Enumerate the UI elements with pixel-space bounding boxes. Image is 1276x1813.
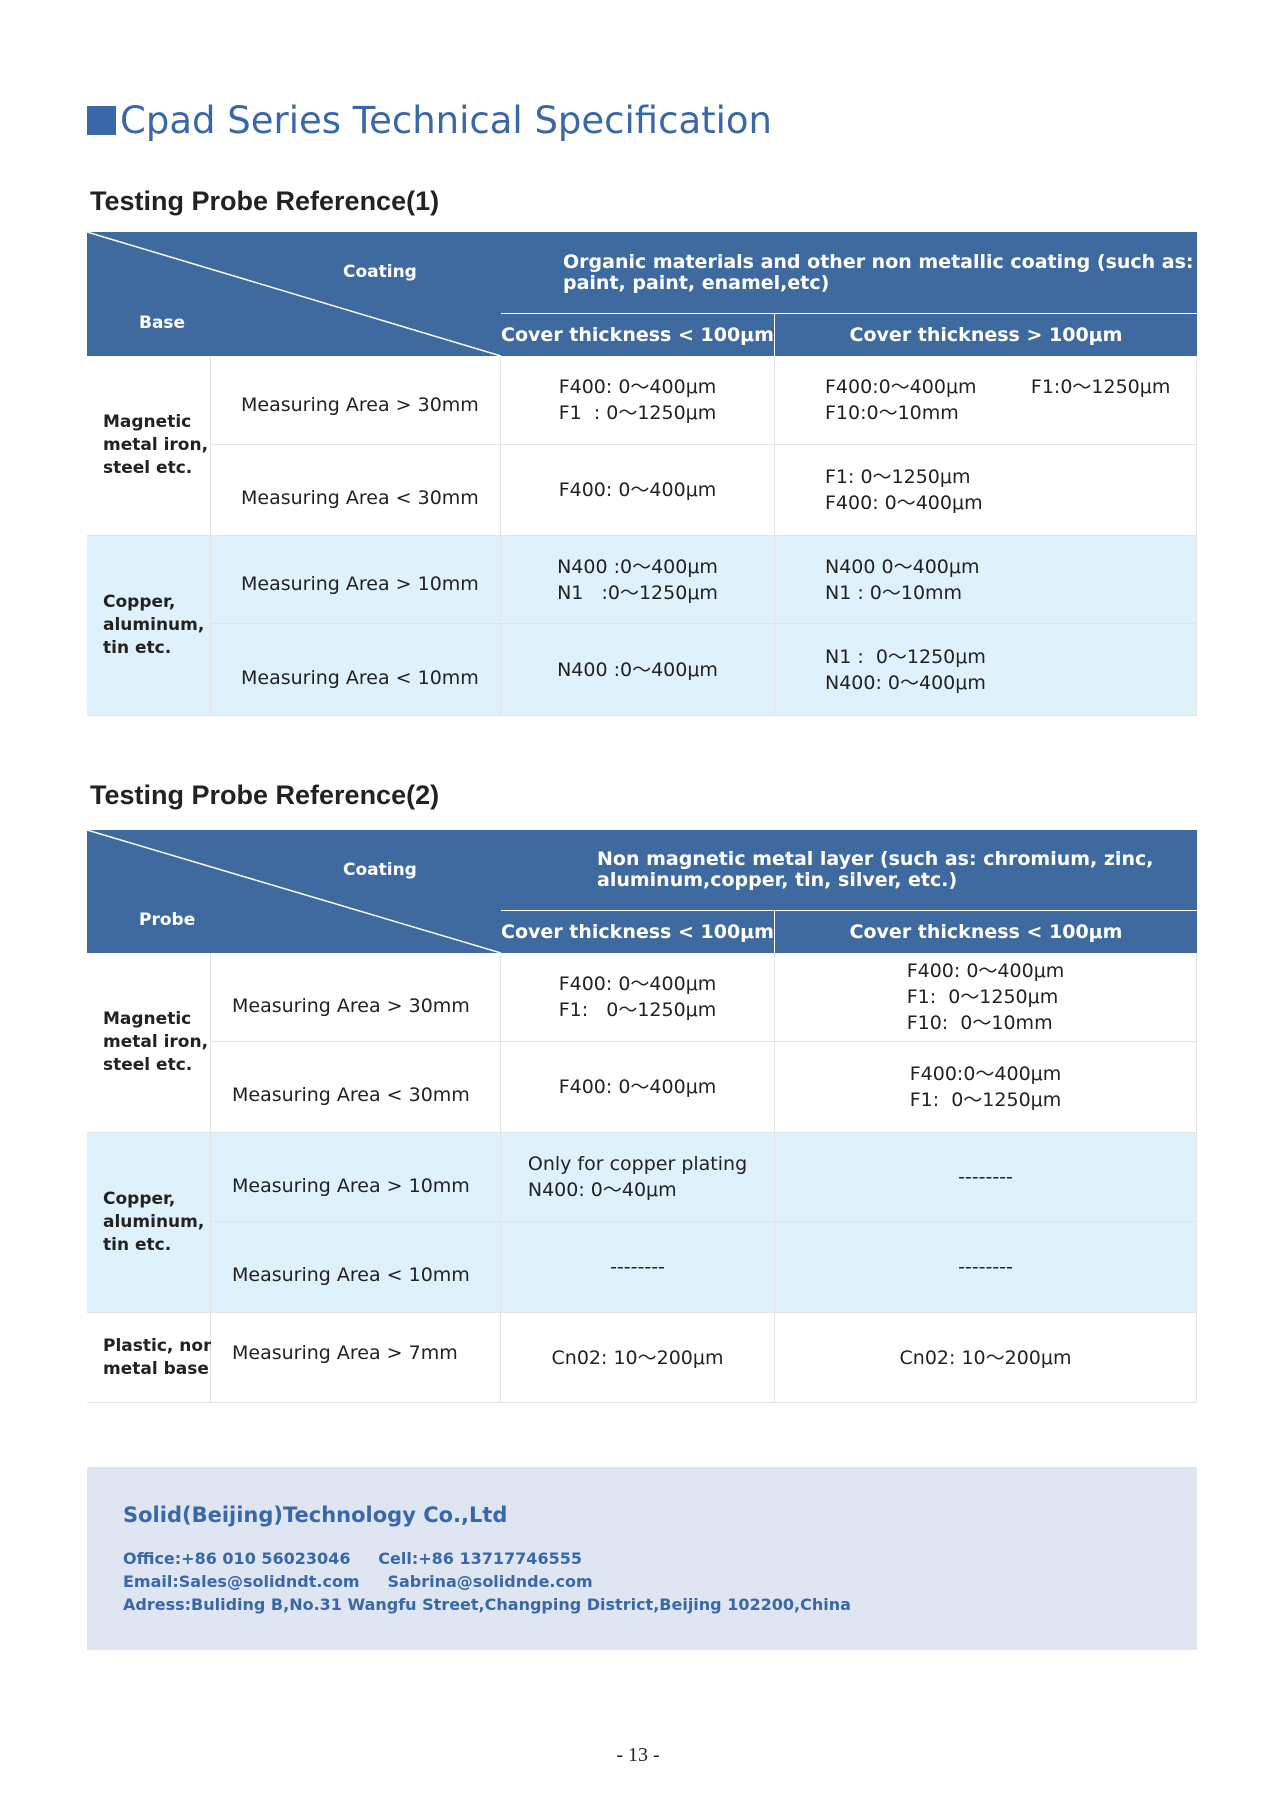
contact-phone: Office:+86 010 56023046 Cell:+86 1371774…: [123, 1549, 582, 1568]
thick-coating-range-cell: N400 0～400μm N1 : 0～10mm: [775, 536, 1197, 624]
contact-address: Adress:Buliding B,No.31 Wangfu Street,Ch…: [123, 1595, 851, 1614]
measuring-area-cell: Measuring Area > 10mm: [211, 1133, 501, 1222]
base-material-cell: Copper, aluminum, tin etc.: [87, 536, 211, 716]
probe-reference-table-2: Coating Probe Non magnetic metal layer (su…: [87, 830, 1197, 1403]
page-title-text: Cpad Series Technical Specification: [120, 98, 772, 142]
table1-heading: Testing Probe Reference(1): [90, 186, 440, 216]
page-title: Cpad Series Technical Specification: [87, 96, 772, 144]
corner-label-coating: Coating: [343, 262, 417, 282]
page-number: - 13 -: [616, 1744, 660, 1766]
measuring-area-cell: Measuring Area > 30mm: [211, 356, 501, 445]
company-name: Solid(Beijing)Technology Co.,Ltd: [123, 1503, 508, 1527]
diagonal-divider: [87, 830, 501, 953]
thin-coating-range-cell: Cn02: 10～200μm: [501, 1313, 775, 1403]
base-material-cell: Plastic, non metal base: [87, 1313, 215, 1403]
corner-header-cell: Coating Probe: [87, 830, 501, 953]
measuring-area-cell: Measuring Area < 30mm: [211, 1042, 501, 1133]
measuring-area-cell: Measuring Area < 10mm: [211, 624, 501, 716]
thick-coating-range-cell: --------: [775, 1133, 1197, 1222]
measuring-area-cell: Measuring Area > 7mm: [211, 1313, 501, 1403]
corner-label-base: Base: [139, 313, 186, 333]
probe-reference-table-1: Coating Base Organic materials and other n…: [87, 232, 1197, 716]
base-material-cell: Magnetic metal iron, steel etc.: [87, 953, 211, 1133]
thin-coating-range-cell: F400: 0～400μm F1: 0～1250μm: [501, 953, 775, 1042]
thick-coating-range-cell: F400:0～400μm F1: 0～1250μm: [775, 1042, 1197, 1133]
thick-coating-range-cell: F1: 0～1250μm F400: 0～400μm: [775, 445, 1197, 536]
coating-group-header: Organic materials and other non metallic…: [501, 232, 1197, 313]
column-header-thick: Cover thickness > 100μm: [775, 314, 1197, 356]
diagonal-divider: [87, 232, 501, 356]
thick-coating-range-cell: F400:0～400μm F1:0～1250μm F10:0～10mm: [775, 356, 1197, 445]
thick-coating-range-cell: N1 : 0～1250μm N400: 0～400μm: [775, 624, 1197, 716]
measuring-area-cell: Measuring Area < 10mm: [211, 1222, 501, 1313]
base-material-cell: Magnetic metal iron, steel etc.: [87, 356, 211, 536]
thick-coating-range-cell: --------: [775, 1222, 1197, 1313]
thin-coating-range-cell: Only for copper plating N400: 0～40μm: [501, 1133, 775, 1222]
contact-email: Email:Sales@solidndt.com Sabrina@solidnd…: [123, 1572, 593, 1591]
contact-footer: Solid(Beijing)Technology Co.,Ltd Office:…: [87, 1467, 1197, 1650]
thin-coating-range-cell: F400: 0～400μm: [501, 445, 775, 536]
column-header-thick: Cover thickness < 100μm: [775, 911, 1197, 953]
thick-coating-range-cell: Cn02: 10～200μm: [775, 1313, 1197, 1403]
measuring-area-cell: Measuring Area > 30mm: [211, 953, 501, 1042]
corner-label-coating: Coating: [343, 859, 417, 880]
corner-label-base: Probe: [139, 910, 196, 930]
thin-coating-range-cell: N400 :0～400μm N1 :0～1250μm: [501, 536, 775, 624]
thin-coating-range-cell: F400: 0～400μm F1 : 0～1250μm: [501, 356, 775, 445]
table2-heading: Testing Probe Reference(2): [90, 780, 440, 810]
thin-coating-range-cell: N400 :0～400μm: [501, 624, 775, 716]
column-header-thin: Cover thickness < 100μm: [501, 314, 774, 356]
base-material-cell: Copper, aluminum, tin etc.: [87, 1133, 211, 1313]
thin-coating-range-cell: --------: [501, 1222, 775, 1313]
title-square-icon: [87, 105, 116, 135]
column-header-thin: Cover thickness < 100μm: [501, 911, 774, 953]
measuring-area-cell: Measuring Area > 10mm: [211, 536, 501, 624]
measuring-area-cell: Measuring Area < 30mm: [211, 445, 501, 536]
corner-header-cell: Coating Base: [87, 232, 501, 356]
coating-group-header: Non magnetic metal layer (such as: chrom…: [501, 830, 1197, 910]
thick-coating-range-cell: F400: 0～400μm F1: 0～1250μm F10: 0～10mm: [775, 953, 1197, 1042]
thin-coating-range-cell: F400: 0～400μm: [501, 1042, 775, 1133]
